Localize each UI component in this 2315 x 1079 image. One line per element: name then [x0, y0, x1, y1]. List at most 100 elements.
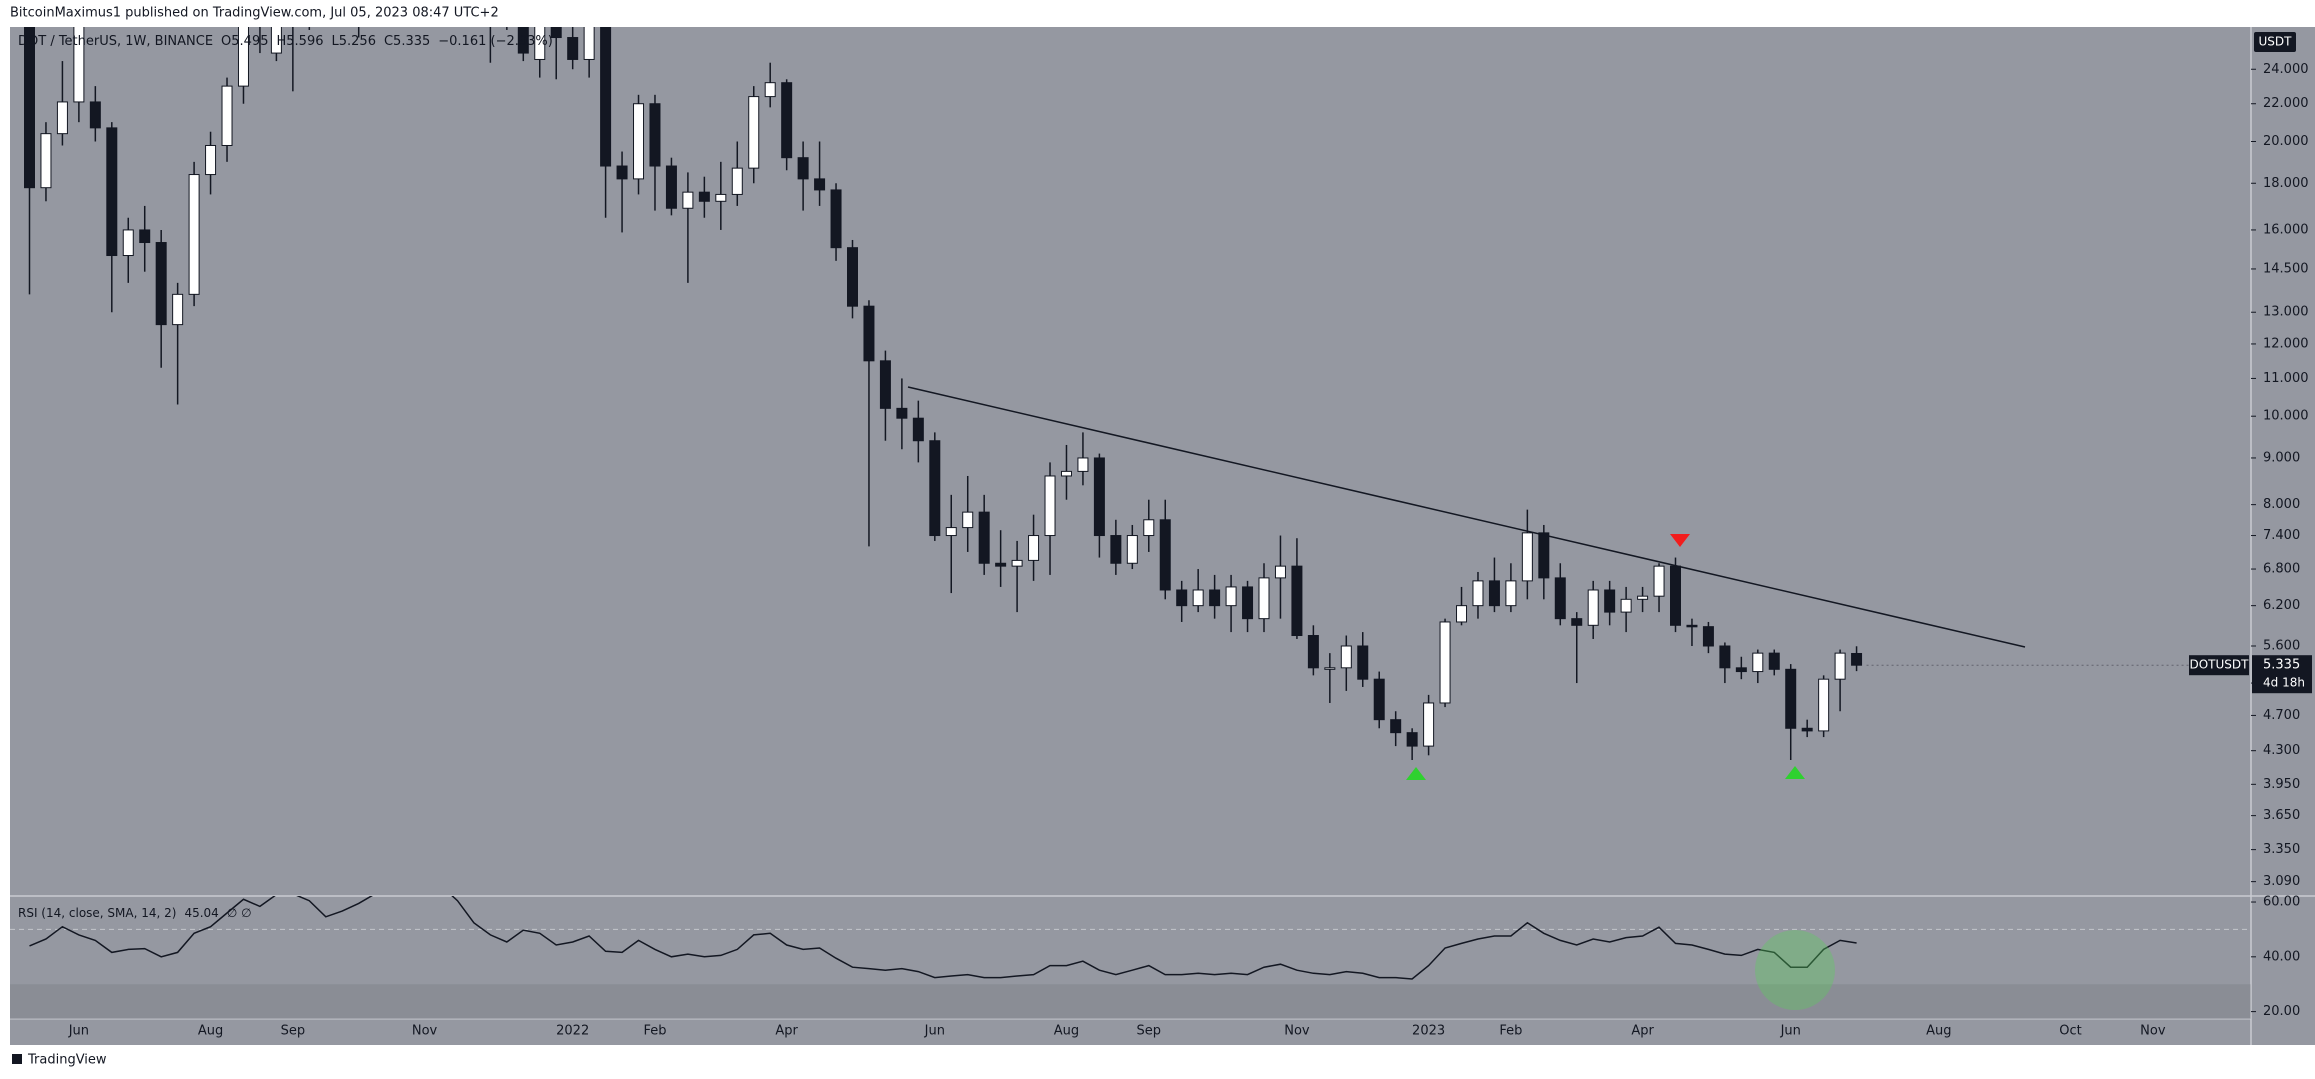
rsi-suffix: ∅ ∅: [227, 906, 252, 920]
candle-body: [1834, 652, 1846, 680]
rsi-y-tick-label: 40.00: [2263, 949, 2300, 964]
ticker: DOTUSDT: [2190, 658, 2250, 672]
candle-body: [1258, 577, 1270, 620]
candle-body: [962, 511, 974, 529]
candle-body: [847, 247, 858, 307]
candle-body: [748, 96, 760, 169]
candle-body: [1587, 589, 1599, 626]
candle-body: [583, 27, 595, 60]
candle-body: [1818, 678, 1830, 732]
y-tick-label: 8.000: [2263, 497, 2300, 512]
candle-body: [682, 191, 694, 209]
candle-body: [1554, 577, 1566, 620]
x-tick-label: Feb: [643, 1024, 666, 1039]
y-tick-label: 3.350: [2263, 842, 2300, 857]
y-tick-label: 10.000: [2263, 409, 2309, 424]
candle-body: [1423, 702, 1435, 747]
candle-body: [237, 27, 249, 87]
candle-body: [731, 167, 743, 195]
y-tick-label: 9.000: [2263, 450, 2300, 465]
x-tick-label: Jun: [68, 1024, 89, 1039]
x-tick-label: Aug: [198, 1024, 223, 1039]
published-line: BitcoinMaximus1 published on TradingView…: [10, 6, 499, 21]
symbol: DOT / TetherUS, 1W, BINANCE: [18, 34, 213, 49]
candle-body: [1768, 652, 1780, 670]
candle-body: [188, 174, 200, 295]
y-tick-label: 16.000: [2263, 222, 2309, 237]
y-tick-label: 3.090: [2263, 874, 2300, 889]
candle-body: [600, 27, 612, 167]
candle-body: [1176, 589, 1188, 607]
ohlc-prefix: C: [384, 34, 393, 49]
y-tick-label: 3.650: [2263, 808, 2300, 823]
highlight-circle: [1755, 930, 1835, 1010]
candle-body: [1340, 645, 1352, 669]
y-tick-label: 12.000: [2263, 336, 2309, 351]
y-tick-label: 14.500: [2263, 261, 2309, 276]
price-badge: [2252, 655, 2312, 694]
candle-body: [1686, 624, 1698, 628]
x-tick-label: Oct: [2059, 1024, 2081, 1039]
currency-badge: [2254, 32, 2296, 52]
candle-body: [122, 229, 134, 257]
candle-body: [517, 27, 529, 54]
candle-body: [945, 527, 957, 537]
candle-body: [1702, 626, 1714, 647]
candle-body: [649, 103, 661, 167]
candle-body: [929, 440, 941, 537]
candle-body: [764, 82, 776, 98]
ohlc-readout: O5.495 H5.596 L5.256 C5.335: [221, 34, 430, 49]
candle-body: [1390, 719, 1402, 734]
annotations: [907, 386, 2026, 1010]
candle-body: [502, 0, 512, 15]
y-tick-label: 20.000: [2263, 134, 2309, 149]
candle-body: [1653, 565, 1665, 597]
candle-body: [24, 27, 35, 189]
candle-body: [1571, 618, 1583, 626]
candle-body: [1143, 519, 1155, 537]
candle-body: [1126, 535, 1138, 564]
ohlc-value: 5.256: [339, 34, 376, 49]
footer-text: TradingView: [27, 1053, 107, 1068]
x-tick-label: Aug: [1926, 1024, 1951, 1039]
candle-body: [879, 360, 891, 409]
candle-body: [978, 511, 990, 564]
footer-logo: [12, 1054, 22, 1064]
candle-body: [896, 407, 908, 419]
candle-body: [1307, 635, 1319, 669]
candle-body: [1406, 732, 1418, 747]
buy-marker: [1406, 767, 1426, 780]
rsi-legend: RSI (14, close, SMA, 14, 2) 45.04 ∅ ∅: [18, 906, 252, 920]
candle-body: [89, 101, 101, 129]
x-tick-label: Jun: [924, 1024, 945, 1039]
y-tick-label: 18.000: [2263, 176, 2309, 191]
candle-body: [205, 144, 217, 176]
candle-body: [1521, 532, 1533, 582]
candle-body: [40, 133, 52, 189]
candle-body: [1324, 667, 1336, 670]
candle-body: [1110, 535, 1122, 564]
buy-marker: [1785, 766, 1805, 779]
y-tick-label: 7.400: [2263, 528, 2300, 543]
price-label: 5.335: [2263, 658, 2300, 673]
x-tick-label: Nov: [2140, 1024, 2166, 1039]
change: −0.161 (−2.93%): [438, 34, 553, 49]
ohlc-prefix: O: [221, 34, 231, 49]
candle-body: [995, 562, 1007, 567]
candle-body: [1291, 565, 1303, 637]
x-tick-label: Sep: [1137, 1024, 1162, 1039]
candle-body: [698, 191, 710, 202]
rsi-y-tick-label: 60.00: [2263, 895, 2300, 910]
ohlc-value: 5.596: [286, 34, 323, 49]
footer: TradingView: [12, 1053, 107, 1068]
candle-body: [139, 229, 151, 244]
candle-body: [1851, 652, 1863, 666]
x-tick-label: 2023: [1412, 1024, 1445, 1039]
ohlc-prefix: H: [277, 34, 287, 49]
candle-body: [1670, 565, 1681, 626]
candle-body: [797, 157, 809, 180]
sell-marker: [1670, 534, 1690, 547]
rsi-low-zone: [10, 984, 2251, 1019]
candle-body: [830, 189, 842, 249]
